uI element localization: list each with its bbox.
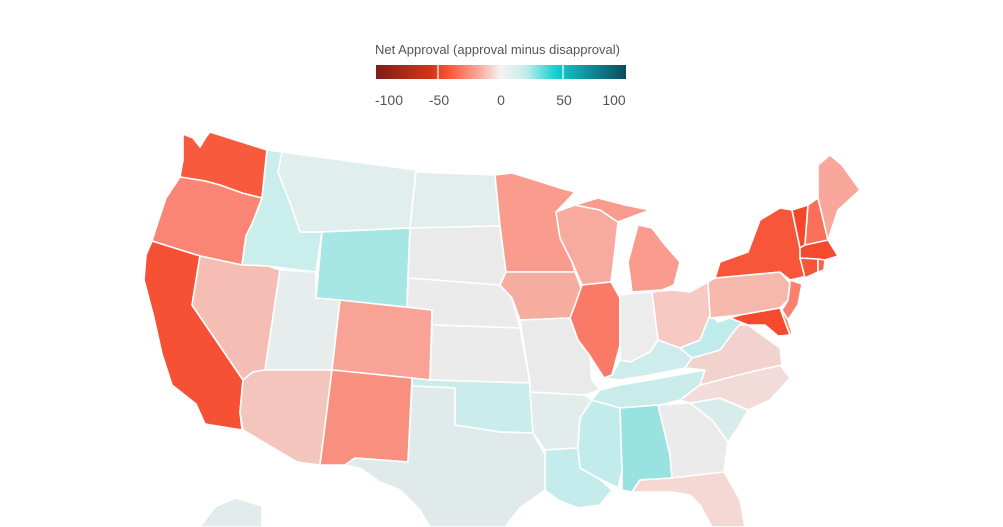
state-MI[interactable] [574,197,681,293]
state-WI[interactable] [555,204,619,286]
legend-tick-neg100: -100 [374,92,404,108]
state-WV[interactable] [679,314,743,359]
legend-tick-50: 50 [556,92,572,108]
state-MS[interactable] [577,399,623,489]
legend-tick-0: 0 [497,92,505,108]
state-MT[interactable] [277,151,417,233]
legend-title: Net Approval (approval minus disapproval… [375,42,620,57]
state-RI[interactable] [817,258,826,273]
legend-tick-neg50: -50 [428,92,450,108]
state-AK-partial [199,497,263,527]
state-FL[interactable] [631,471,746,527]
legend-tick-100: 100 [602,92,626,108]
state-ND[interactable] [409,171,501,229]
state-TX[interactable] [344,385,546,527]
state-WY[interactable] [315,227,411,308]
state-NM[interactable] [319,369,413,466]
state-AZ[interactable] [239,369,333,466]
state-KS[interactable] [429,324,531,384]
state-KY[interactable] [603,339,693,381]
state-SD[interactable] [407,225,507,286]
state-ME[interactable] [817,154,861,241]
legend-color-scale [376,65,626,79]
state-CO[interactable] [331,299,433,381]
state-DE[interactable] [779,307,793,336]
